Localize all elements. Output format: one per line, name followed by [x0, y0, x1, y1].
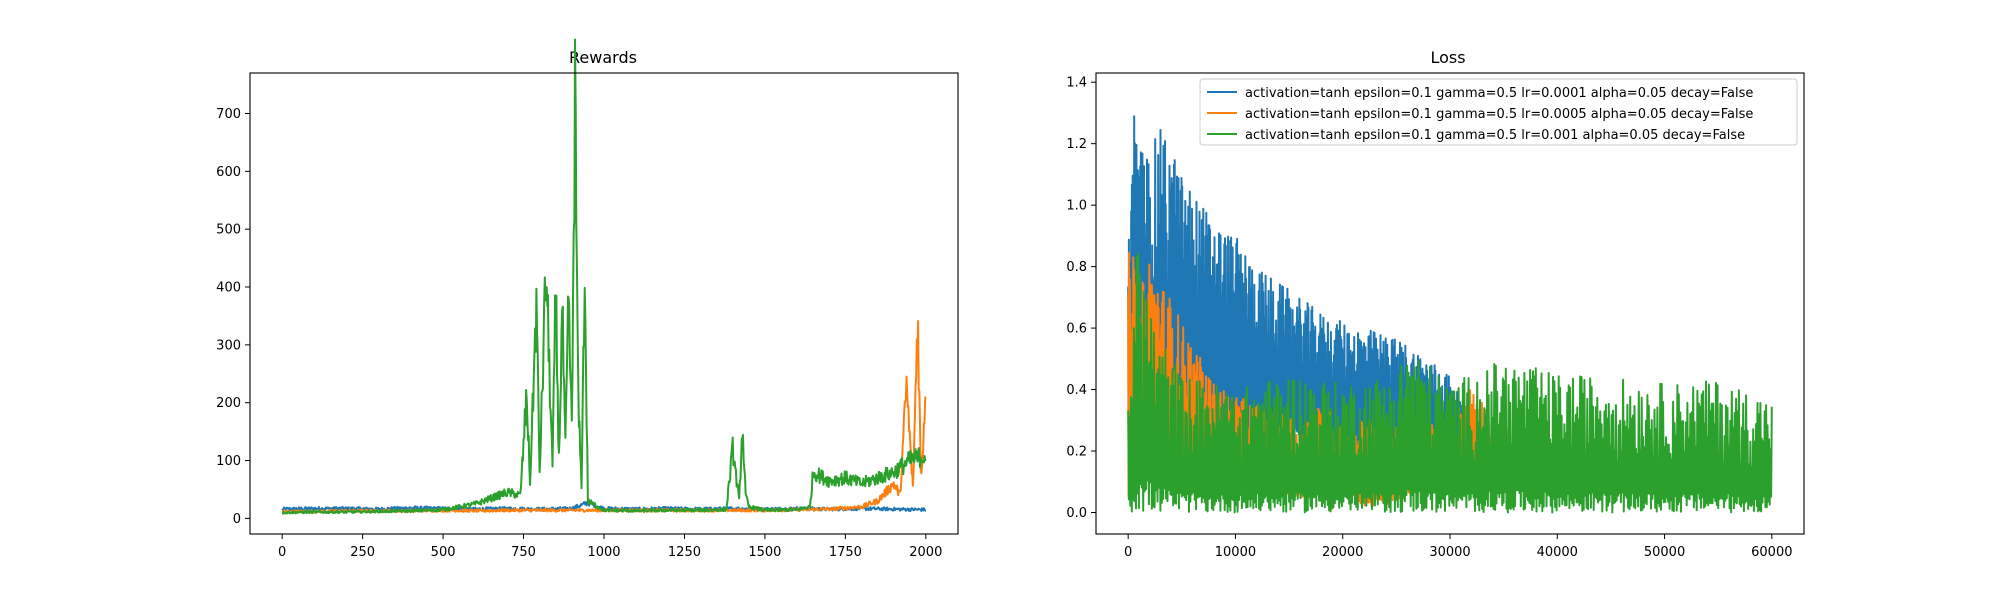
rewards-ytick-label: 200 [216, 396, 241, 411]
loss-xtick-label: 40000 [1537, 545, 1578, 560]
legend-box [1199, 78, 1798, 146]
rewards-chart: Rewards 0 250 500 750 1000 1250 1500 1750 2000 0 1… [216, 38, 959, 560]
loss-series-3-line [1127, 252, 1773, 514]
loss-xtick-label: 60000 [1751, 545, 1792, 560]
loss-xtick-label: 20000 [1322, 545, 1363, 560]
rewards-plot-area [281, 38, 927, 515]
legend-label: activation=tanh epsilon=0.1 gamma=0.5 lr… [1245, 128, 1745, 143]
rewards-xtick-label: 750 [511, 545, 536, 560]
loss-ytick-label: 0.0 [1066, 506, 1087, 521]
loss-ytick-label: 1.4 [1066, 76, 1087, 91]
loss-xtick-label: 50000 [1644, 545, 1685, 560]
rewards-xtick-label: 0 [278, 545, 286, 560]
loss-title: Loss [1430, 48, 1465, 67]
loss-xtick-label: 10000 [1215, 545, 1256, 560]
rewards-ytick-label: 600 [216, 165, 241, 180]
loss-series-1-line [1127, 115, 1468, 501]
loss-ytick-label: 0.6 [1066, 322, 1087, 337]
rewards-ytick-label: 500 [216, 223, 241, 238]
rewards-axes-frame [249, 72, 959, 535]
rewards-title: Rewards [569, 48, 637, 67]
rewards-ytick-label: 400 [216, 281, 241, 296]
rewards-xtick-label: 1500 [748, 545, 781, 560]
loss-plot-area [1127, 115, 1773, 514]
loss-ytick-label: 0.2 [1066, 445, 1087, 460]
loss-ytick-label: 0.4 [1066, 383, 1087, 398]
loss-ytick-label: 0.8 [1066, 260, 1087, 275]
loss-ytick-label: 1.2 [1066, 137, 1087, 152]
loss-legend: activation=tanh epsilon=0.1 gamma=0.5 lr… [1199, 78, 1798, 146]
rewards-ytick-label: 100 [216, 454, 241, 469]
loss-xtick-label: 0 [1124, 545, 1132, 560]
rewards-series-3-line [281, 38, 927, 515]
rewards-xtick-label: 250 [350, 545, 375, 560]
rewards-ytick-label: 300 [216, 338, 241, 353]
rewards-xtick-label: 500 [431, 545, 456, 560]
rewards-xtick-label: 1250 [668, 545, 701, 560]
rewards-xtick-label: 1750 [829, 545, 862, 560]
loss-xtick-label: 30000 [1429, 545, 1470, 560]
rewards-xtick-label: 1000 [587, 545, 620, 560]
loss-ytick-label: 1.0 [1066, 199, 1087, 214]
legend-label: activation=tanh epsilon=0.1 gamma=0.5 lr… [1245, 107, 1753, 122]
rewards-ytick-label: 0 [233, 512, 241, 527]
rewards-ytick-label: 700 [216, 107, 241, 122]
legend-label: activation=tanh epsilon=0.1 gamma=0.5 lr… [1245, 86, 1753, 101]
rewards-xtick-label: 2000 [909, 545, 942, 560]
loss-chart: Loss 0 10000 20000 30000 40000 50000 60000 0.0 0… [1066, 48, 1805, 560]
